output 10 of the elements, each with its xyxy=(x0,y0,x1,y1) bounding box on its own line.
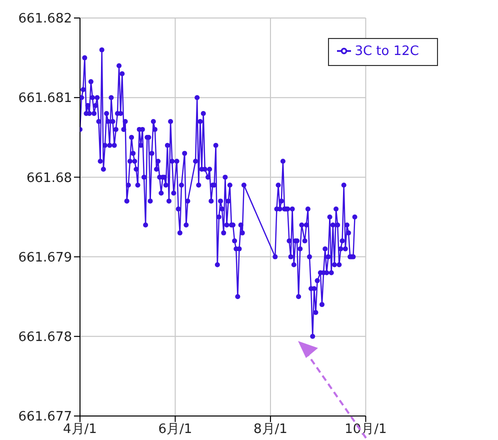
x-tick-label: 4月/1 xyxy=(63,422,97,438)
x-tick-label: 6月/1 xyxy=(158,422,192,438)
y-tick-label: 661.681 xyxy=(18,91,72,106)
y-tick-label: 661.68 xyxy=(26,170,72,186)
x-tick-label: 8月/1 xyxy=(254,422,288,438)
y-tick-label: 661.678 xyxy=(18,330,72,346)
legend-label: 3C to 12C xyxy=(354,44,419,59)
y-tick-label: 661.682 xyxy=(18,12,72,27)
y-tick-label: 661.677 xyxy=(18,410,72,425)
y-tick-label: 661.679 xyxy=(18,250,72,266)
